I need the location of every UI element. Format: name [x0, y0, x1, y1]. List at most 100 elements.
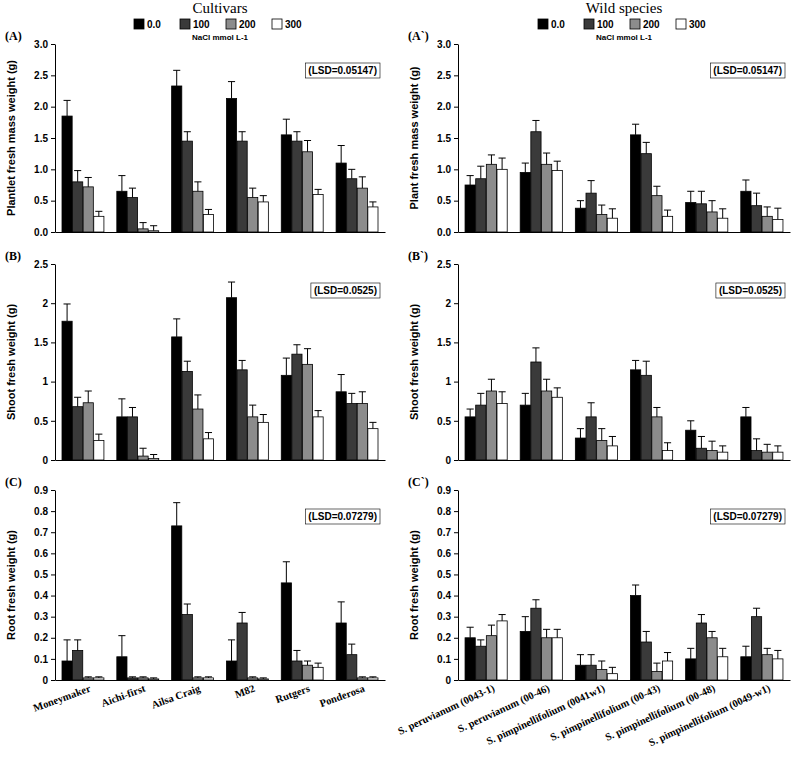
error-cap	[687, 420, 694, 421]
y-tick: 3.0	[437, 39, 458, 50]
error-stem	[341, 375, 342, 392]
error-bar	[184, 361, 191, 371]
y-tick-mark	[51, 421, 55, 422]
error-bar	[184, 604, 191, 615]
error-stem	[756, 193, 757, 206]
bar	[237, 141, 247, 232]
error-cap	[588, 180, 595, 181]
bar	[347, 179, 357, 232]
x-tick: Aichi-first	[100, 680, 148, 709]
annotation-box	[311, 283, 380, 298]
bar	[193, 409, 203, 460]
y-tick-label: 2.5	[437, 70, 451, 81]
bar	[313, 417, 323, 460]
error-stem	[557, 629, 558, 637]
y-tick: 2.5	[437, 70, 458, 81]
bar	[94, 440, 104, 460]
y-axis-title: Shoot fresh weight (g)	[408, 304, 420, 420]
error-bar	[140, 223, 147, 229]
bar	[368, 207, 378, 232]
error-bar	[74, 640, 81, 651]
error-bar	[173, 503, 180, 526]
error-cap	[543, 629, 550, 630]
bar	[476, 179, 486, 232]
series	[476, 348, 762, 460]
error-stem	[121, 636, 122, 657]
error-cap	[609, 436, 616, 437]
error-stem	[557, 161, 558, 170]
bar	[751, 206, 761, 232]
y-tick-mark	[454, 596, 458, 597]
error-bar	[532, 120, 539, 131]
error-bar	[577, 429, 584, 438]
legend: 0.0100200300NaCl mmol L-1	[538, 19, 706, 42]
error-cap	[293, 344, 300, 345]
error-bar	[315, 411, 322, 417]
panel-label: (A`)	[408, 29, 429, 43]
error-bar	[228, 640, 235, 661]
bar	[662, 661, 672, 680]
bar	[203, 678, 213, 680]
error-bar	[85, 677, 92, 678]
error-cap	[477, 166, 484, 167]
bar	[586, 417, 596, 460]
error-stem	[307, 141, 308, 152]
series	[83, 141, 367, 232]
error-bar	[522, 163, 529, 172]
error-bar	[194, 395, 201, 409]
error-cap	[194, 676, 201, 677]
bar	[302, 665, 312, 680]
error-stem	[525, 393, 526, 405]
error-cap	[477, 393, 484, 394]
error-cap	[742, 179, 749, 180]
error-cap	[643, 142, 650, 143]
y-tick-label: 0	[445, 455, 451, 466]
error-stem	[546, 379, 547, 391]
y-tick: 0.7	[437, 527, 458, 538]
panel-label: (A)	[5, 29, 22, 43]
bar	[741, 191, 751, 232]
y-tick-mark	[454, 617, 458, 618]
x-axis	[56, 460, 386, 462]
y-tick: 0.2	[437, 632, 458, 643]
annotation-text: (LSD=0.05147)	[308, 65, 377, 76]
error-bar	[522, 617, 529, 632]
y-tick: 0.4	[34, 590, 55, 601]
error-stem	[242, 360, 243, 369]
x-tick: Ailsa Craig	[150, 680, 202, 711]
error-cap	[698, 191, 705, 192]
error-stem	[767, 444, 768, 452]
error-bar	[598, 205, 605, 214]
bar	[357, 404, 367, 460]
error-stem	[296, 650, 297, 661]
bar	[182, 141, 192, 232]
y-tick-label: 1.5	[34, 133, 48, 144]
error-stem	[491, 155, 492, 164]
y-tick: 0.2	[34, 632, 55, 643]
error-stem	[667, 210, 668, 216]
error-bar	[228, 82, 235, 99]
error-cap	[719, 208, 726, 209]
y-tick-mark	[51, 342, 55, 343]
y-tick: 2.5	[34, 70, 55, 81]
y-tick-mark	[454, 138, 458, 139]
legend-swatch	[584, 19, 594, 29]
y-tick-label: 0.9	[34, 485, 48, 496]
bar	[652, 672, 662, 680]
error-cap	[74, 639, 81, 640]
error-bar	[369, 422, 376, 428]
bar	[476, 646, 486, 680]
error-cap	[522, 163, 529, 164]
y-tick-label: 0.5	[437, 195, 451, 206]
series	[486, 153, 772, 232]
error-bar	[687, 421, 694, 430]
error-cap	[543, 379, 550, 380]
error-bar	[348, 393, 355, 403]
error-cap	[532, 120, 539, 121]
error-cap	[348, 644, 355, 645]
error-bar	[338, 146, 345, 164]
error-stem	[646, 361, 647, 375]
error-bar	[499, 392, 506, 404]
bar	[94, 216, 104, 232]
y-tick: 0.3	[34, 611, 55, 622]
